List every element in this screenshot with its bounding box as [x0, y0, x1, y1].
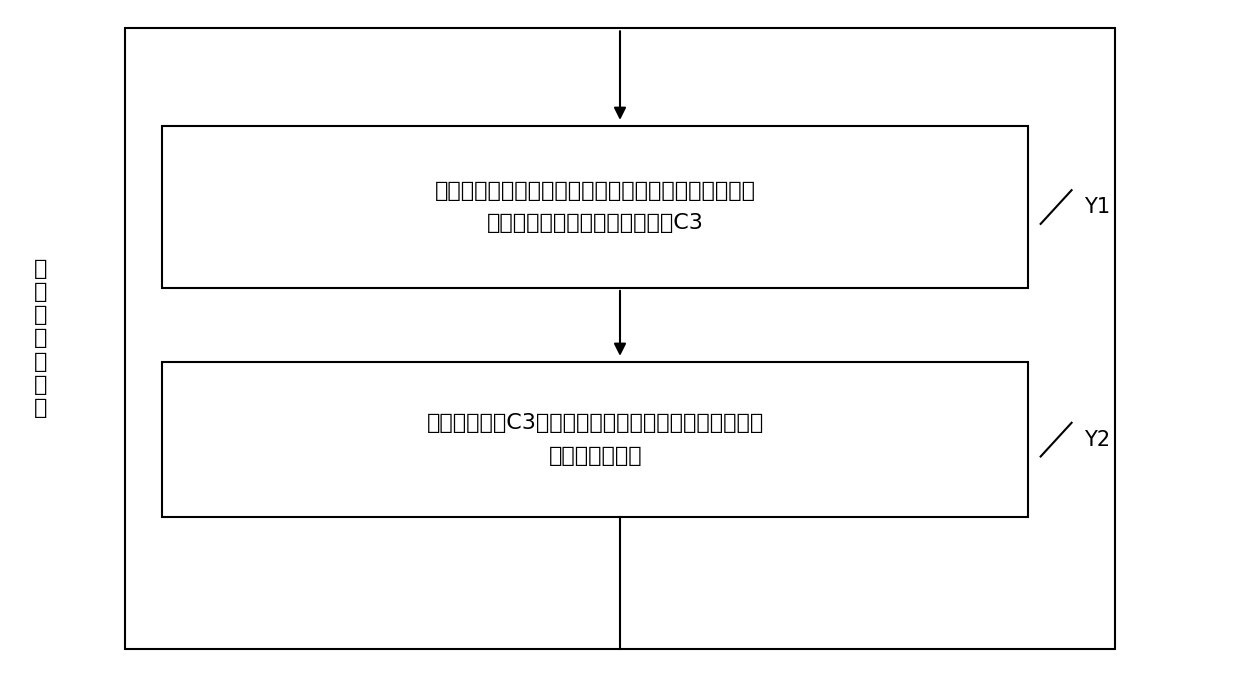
Bar: [125, 28, 1115, 649]
Bar: [162, 362, 1028, 517]
Bar: [162, 126, 1028, 288]
Text: Y1: Y1: [1084, 197, 1110, 217]
Text: Y2: Y2: [1084, 430, 1110, 450]
Text: 获取现时电池温度和现时电池电压；并根据现时电池温
度和现时电池电压获取剩余电量C3: 获取现时电池温度和现时电池电压；并根据现时电池温 度和现时电池电压获取剩余电量C…: [435, 181, 755, 234]
Text: 间
隔
设
定
时
长
后: 间 隔 设 定 时 长 后: [35, 259, 47, 418]
Text: 根据剩余电量C3判断是否满足报警条件，如果满足报警
条件则进行报警: 根据剩余电量C3判断是否满足报警条件，如果满足报警 条件则进行报警: [427, 413, 764, 466]
